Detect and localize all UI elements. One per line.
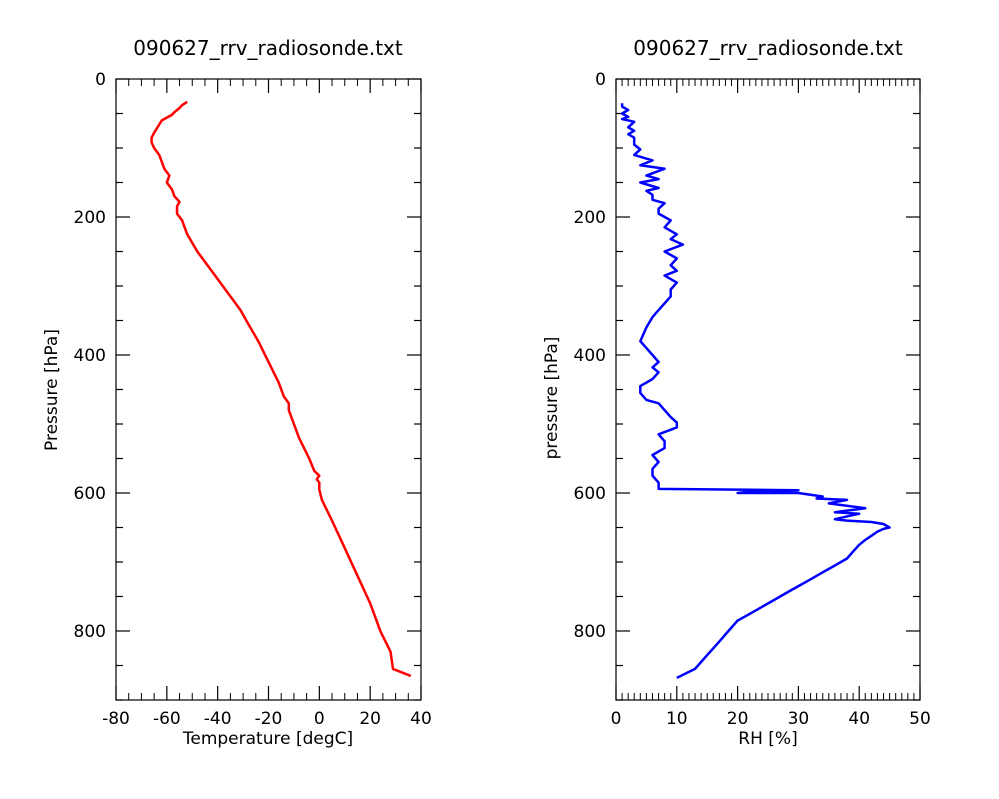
plot-frame — [615, 78, 921, 701]
x-tick-label: 50 — [909, 709, 931, 729]
y-axis-label: pressure [hPa] — [542, 337, 562, 460]
x-tick-label: 40 — [848, 709, 870, 729]
plot-frame — [115, 78, 422, 701]
y-tick-label: 800 — [74, 622, 106, 642]
x-tick-label: 10 — [666, 709, 688, 729]
x-tick-label: 0 — [611, 709, 622, 729]
x-axis-label: Temperature [degC] — [182, 729, 353, 749]
axis-ticks — [615, 78, 921, 701]
y-tick-label: 0 — [595, 70, 606, 90]
y-tick-label: 600 — [574, 484, 606, 504]
axis-ticks — [115, 78, 422, 701]
y-tick-label: 200 — [574, 208, 606, 228]
y-tick-label: 800 — [574, 622, 606, 642]
x-tick-label: -60 — [153, 709, 181, 729]
temperature-line — [150, 100, 412, 678]
y-tick-label: 0 — [95, 70, 106, 90]
y-tick-label: 400 — [74, 346, 106, 366]
y-axis-label: Pressure [hPa] — [42, 329, 62, 451]
temperature-panel: 090627_rrv_radiosonde.txt Temperature [d… — [42, 36, 432, 749]
x-tick-label: 0 — [314, 709, 325, 729]
y-tick-label: 400 — [574, 346, 606, 366]
x-tick-label: 20 — [359, 709, 381, 729]
y-tick-label: 200 — [74, 208, 106, 228]
chart-title: 090627_rrv_radiosonde.txt — [633, 36, 903, 60]
rh-line — [620, 103, 891, 680]
x-axis-label: RH [%] — [738, 729, 797, 749]
chart-title: 090627_rrv_radiosonde.txt — [133, 36, 403, 60]
y-tick-label: 600 — [74, 484, 106, 504]
x-tick-label: 20 — [727, 709, 749, 729]
axis-tick-labels: 0 10 20 30 40 50 0 200 400 600 800 — [574, 70, 931, 729]
x-tick-label: 40 — [410, 709, 432, 729]
rh-panel: 090627_rrv_radiosonde.txt RH [%] pressur… — [542, 36, 931, 749]
x-tick-label: -40 — [204, 709, 232, 729]
x-tick-label: 30 — [788, 709, 810, 729]
x-tick-label: -20 — [255, 709, 283, 729]
x-tick-label: -80 — [102, 709, 130, 729]
